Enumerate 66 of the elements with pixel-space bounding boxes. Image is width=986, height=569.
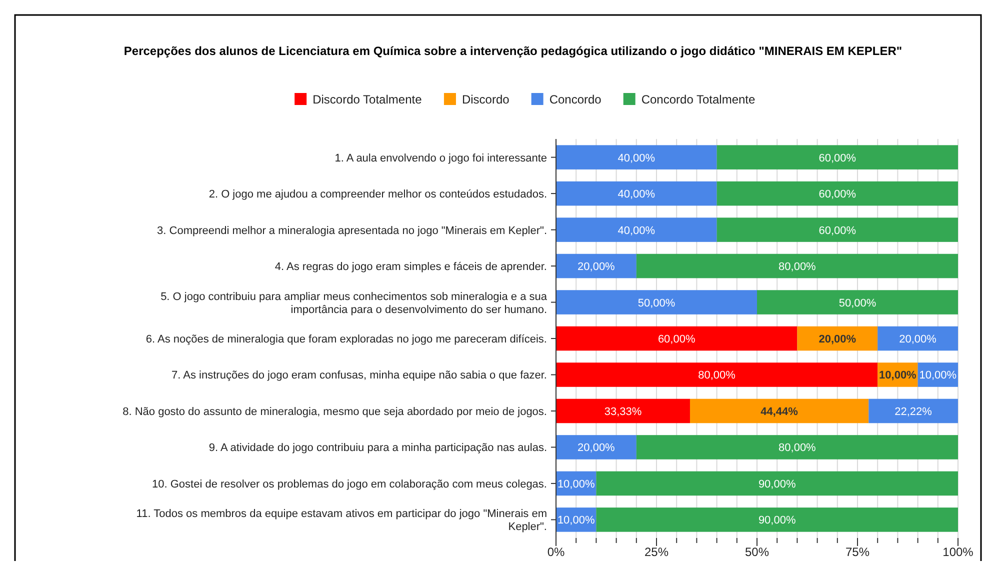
legend-label: Concordo	[549, 92, 602, 106]
y-tick-label: 6. As noções de mineralogia que foram exploradas no jogo me pareceram difíceis.	[146, 334, 547, 346]
bar	[556, 145, 717, 170]
data-label: 40,00%	[618, 188, 656, 201]
bar	[556, 218, 717, 242]
data-label: 33,33%	[604, 406, 642, 418]
bar	[556, 254, 636, 278]
bar	[716, 218, 958, 242]
data-label: 10,00%	[919, 370, 957, 382]
bar	[878, 326, 958, 351]
bar	[556, 326, 798, 351]
x-tick-label: 100%	[942, 545, 974, 559]
data-label: 10,00%	[557, 478, 595, 490]
data-label: 40,00%	[618, 224, 656, 237]
bar	[868, 398, 958, 424]
data-label: 22,22%	[894, 406, 932, 418]
data-label: 20,00%	[899, 334, 937, 346]
legend-label: Concordo Totalmente	[641, 92, 756, 106]
bar	[556, 181, 717, 206]
data-label: 80,00%	[698, 370, 736, 382]
y-tick-label: 10. Gostei de resolver os problemas do jogo em colaboração com meus colegas.	[152, 478, 547, 490]
data-label: 40,00%	[618, 152, 656, 164]
data-label: 80,00%	[778, 442, 816, 454]
bar	[556, 290, 757, 314]
data-label: 60,00%	[658, 334, 696, 346]
x-tick-label: 75%	[845, 545, 870, 559]
data-label: 60,00%	[818, 188, 856, 201]
data-label: 20,00%	[818, 334, 856, 346]
data-label: 20,00%	[578, 442, 616, 454]
data-label: 60,00%	[818, 224, 856, 237]
data-label: 20,00%	[578, 261, 616, 274]
bar	[556, 398, 690, 424]
data-label: 44,44%	[760, 406, 798, 418]
y-tick-label: 5. O jogo contribuiu para ampliar meus conhecimentos sob mineralogia e a sua importância para o desenvolvimento do ser humano.	[160, 290, 548, 316]
bar	[636, 254, 958, 278]
x-tick-label: 50%	[744, 545, 770, 559]
y-tick-label: 8. Não gosto do assunto de mineralogia, mesmo que seja abordado por meio de jogos.	[122, 406, 547, 418]
chart-title: Percepções dos alunos de Licenciatura em Química sobre a intervenção pedagógica utilizando o jogo didático "MINERAIS EM KEPLER"	[124, 44, 902, 58]
bar	[596, 471, 958, 496]
legend-label: Discordo	[462, 92, 510, 106]
y-tick-label: 3. Compreendi melhor a mineralogia apresentada no jogo "Minerais em Kepler".	[157, 224, 547, 237]
bar	[716, 145, 958, 170]
data-label: 80,00%	[778, 261, 816, 274]
bar	[596, 508, 958, 532]
y-tick-label: 9. A atividade do jogo contribuiu para a minha participação nas aulas.	[208, 442, 547, 454]
legend-label: Discordo Totalmente	[312, 92, 422, 106]
bar	[690, 398, 869, 424]
bar	[716, 181, 958, 206]
x-tick-label: 25%	[644, 545, 669, 559]
y-tick-label: 2. O jogo me ajudou a compreender melhor os conteúdos estudados.	[208, 188, 547, 201]
y-tick-label: 1. A aula envolvendo o jogo foi interessante	[334, 152, 547, 164]
data-label: 10,00%	[879, 370, 917, 382]
bar	[636, 435, 958, 460]
data-label: 60,00%	[818, 152, 856, 164]
y-tick-label: 7. As instruções do jogo eram confusas, minha equipe não sabia o que fazer.	[172, 370, 547, 382]
bar	[757, 290, 958, 314]
bar	[556, 435, 636, 460]
data-label: 90,00%	[758, 514, 796, 527]
x-tick-label: 0%	[547, 545, 565, 559]
data-label: 50,00%	[838, 297, 876, 310]
data-label: 90,00%	[758, 478, 796, 490]
bar	[556, 362, 878, 387]
y-tick-label: 4. As regras do jogo eram simples e fáceis de aprender.	[274, 261, 547, 274]
data-label: 10,00%	[557, 514, 595, 527]
data-label: 50,00%	[638, 297, 676, 310]
y-tick-label: 11. Todos os membros da equipe estavam ativos em participar do jogo "Minerais em Kepler".	[136, 508, 547, 534]
